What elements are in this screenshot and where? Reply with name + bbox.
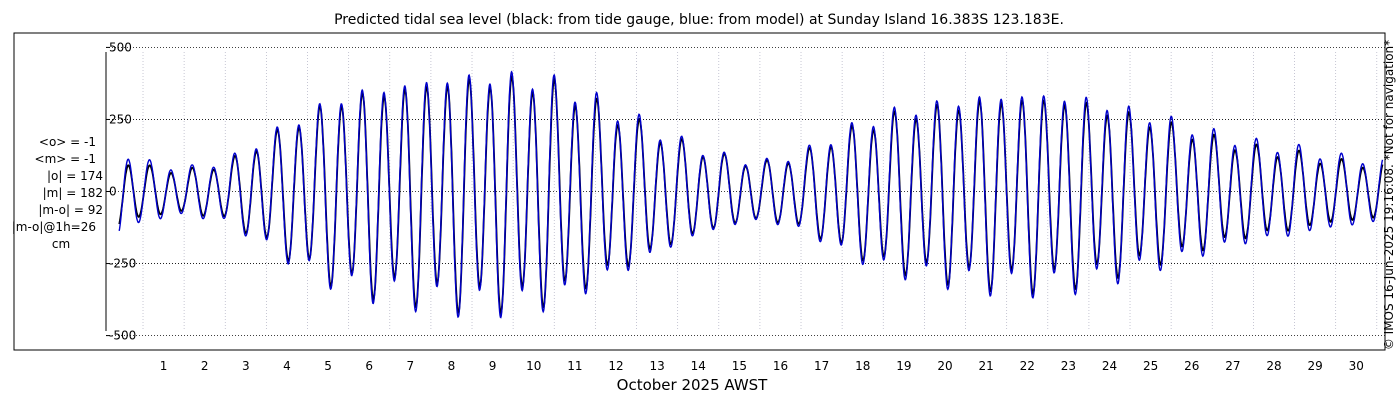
x-tick-label: 14 [691,359,706,373]
stats-line: |m| = 182 [43,186,103,200]
x-axis-label: October 2025 AWST [617,376,769,394]
x-tick-label: 29 [1307,359,1322,373]
x-tick-label: 18 [855,359,870,373]
x-tick-label: 28 [1266,359,1281,373]
stats-line: |o| = 174 [47,169,103,183]
x-axis: 1 2 3 4 5 6 7 8 9 10 11 12 13 14 15 16 17 18 19 20 21 22 23 24 2… [160,359,1364,373]
x-tick-label: 9 [489,359,497,373]
y-axis: -500 -250 0 250 500 [105,40,136,343]
stats-line: cm [52,237,70,251]
stats-line: <o> = -1 [39,135,96,149]
copyright-note: © IMOS 16-Jun-2025 19:16:08. *Not for na… [1382,40,1396,350]
series-layer [118,70,1384,319]
x-tick-label: 10 [526,359,541,373]
x-tick-label: 20 [937,359,952,373]
x-tick-label: 16 [773,359,788,373]
x-tick-label: 11 [567,359,582,373]
x-tick-label: 7 [407,359,415,373]
x-tick-label: 8 [448,359,456,373]
x-tick-label: 23 [1061,359,1076,373]
x-tick-label: 2 [201,359,209,373]
x-tick-label: 21 [978,359,993,373]
x-tick-label: 13 [649,359,664,373]
grid [106,47,1385,336]
series-model-line [118,70,1384,319]
y-tick-label: 250 [109,112,132,126]
chart-title: Predicted tidal sea level (black: from t… [334,12,1064,28]
x-tick-label: 12 [608,359,623,373]
y-tick-label: -250 [109,257,136,271]
stats-box: <o> = -1 <m> = -1 |o| = 174 |m| = 182 |m-o| … [12,135,103,251]
x-tick-label: 5 [324,359,332,373]
x-tick-label: 24 [1102,359,1117,373]
y-tick-label: -500 [109,329,136,343]
y-tick-label: 0 [109,185,117,199]
x-tick-label: 17 [814,359,829,373]
stats-line: |m-o| = 92 [38,203,103,217]
x-tick-label: 3 [242,359,250,373]
x-tick-label: 27 [1225,359,1240,373]
x-tick-label: 1 [160,359,168,373]
x-tick-label: 6 [365,359,373,373]
x-tick-label: 25 [1143,359,1158,373]
stats-line: <m> = -1 [35,152,96,166]
y-tick-label: 500 [109,40,132,54]
x-tick-label: 26 [1184,359,1199,373]
x-tick-label: 19 [896,359,911,373]
stats-line: |m-o|@1h=26 [12,220,96,234]
x-tick-label: 4 [283,359,291,373]
x-tick-label: 22 [1020,359,1035,373]
x-tick-label: 15 [732,359,747,373]
x-tick-label: 30 [1349,359,1364,373]
